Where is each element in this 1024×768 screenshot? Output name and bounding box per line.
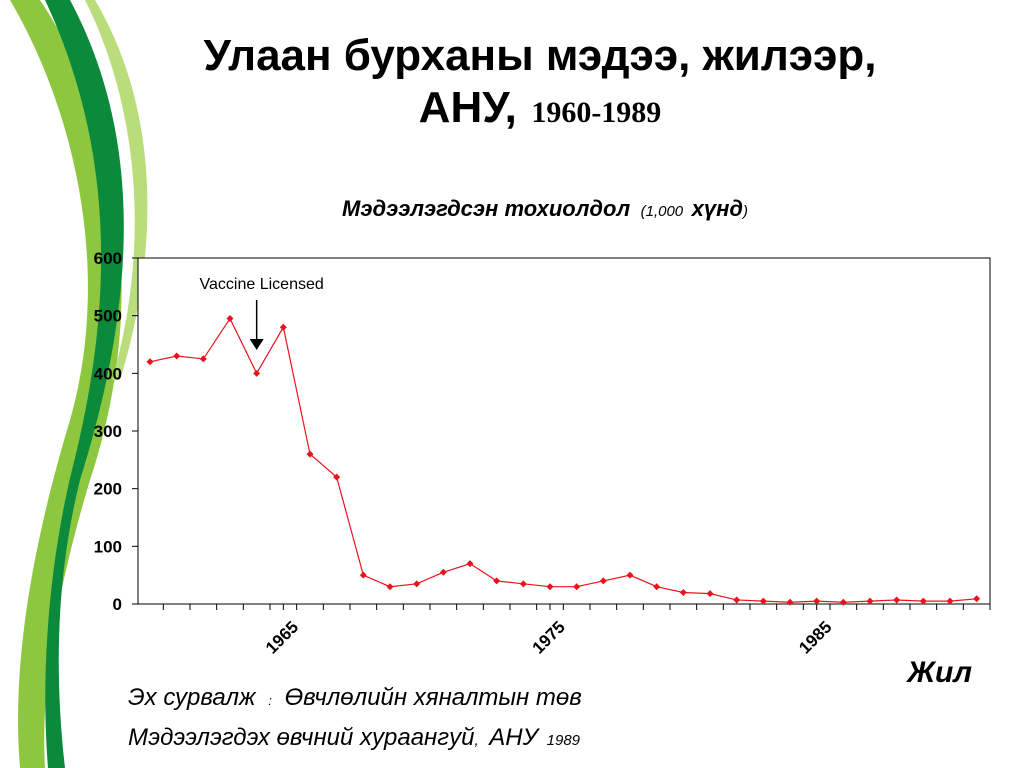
data-point [866, 597, 874, 605]
data-point [973, 595, 981, 603]
source: Эх сурвалж : Өвчлөлийн хяналтын төв [128, 684, 582, 711]
title: АНУ, 1960-1989 [419, 83, 662, 132]
data-point [519, 580, 527, 588]
y-tick-label: 600 [94, 249, 122, 268]
data-point [679, 588, 687, 596]
data-point [173, 352, 181, 360]
data-point [599, 577, 607, 585]
x-tick-label: 1985 [795, 617, 835, 657]
data-point [893, 596, 901, 604]
data-point [466, 560, 474, 568]
source-text: : [268, 693, 272, 708]
y-label-unit: (1,000 [641, 203, 684, 220]
data-point [199, 355, 207, 363]
series-line [149, 317, 977, 603]
title-line: Улаан бурханы мэдээ, жилээр, [204, 31, 877, 80]
data-point [493, 577, 501, 585]
y-tick-label: 400 [94, 364, 122, 383]
y-label-unit: ) [741, 203, 748, 220]
y-label: Мэдээлэгдсэн тохиолдол (1,000 хүнд) [342, 196, 748, 221]
decor-dark [45, 0, 124, 768]
data-point [279, 323, 287, 331]
source-text: 1989 [547, 732, 581, 749]
data-point [359, 571, 367, 579]
data-point [439, 568, 447, 576]
source-text: АНУ [487, 724, 540, 751]
x-label: Жил [905, 656, 972, 689]
title-line: АНУ, [419, 83, 517, 132]
data-point [386, 583, 394, 591]
source: Мэдээлэгдэх өвчний хураангуй, АНУ 1989 [128, 724, 581, 751]
x-tick-label: 1975 [529, 617, 569, 657]
y-tick-label: 0 [113, 595, 122, 614]
y-tick-label: 300 [94, 422, 122, 441]
x-tick-label: 1965 [262, 617, 302, 657]
annotation-arrowhead [249, 339, 264, 350]
source-text: Өвчлөлийн хяналтын төв [285, 684, 582, 711]
title: Улаан бурханы мэдээ, жилээр, [204, 31, 877, 80]
data-point [706, 590, 714, 598]
y-tick-label: 100 [94, 537, 122, 556]
data-point [226, 315, 234, 323]
data-point [919, 597, 927, 605]
data-point [546, 583, 554, 591]
data-point [733, 596, 741, 604]
y-label-text: хүнд [691, 196, 743, 221]
data-point [813, 597, 821, 605]
data-point [946, 597, 954, 605]
plot-frame [137, 257, 991, 605]
y-tick-label: 500 [94, 307, 122, 326]
data-point [306, 450, 314, 458]
source-text: Эх сурвалж [128, 684, 257, 711]
annotation: Vaccine Licensed [200, 276, 324, 293]
data-point [253, 369, 261, 377]
title-years: 1960-1989 [531, 96, 661, 129]
data-point [786, 598, 794, 606]
data-point [839, 598, 847, 606]
y-tick-label: 200 [94, 480, 122, 499]
data-point [333, 473, 341, 481]
decor-thin [85, 0, 148, 380]
data-point [413, 580, 421, 588]
data-point [653, 583, 661, 591]
y-label-text: Мэдээлэгдсэн тохиолдол [342, 196, 630, 221]
data-point [759, 597, 767, 605]
decor-light [10, 0, 122, 768]
data-point [626, 571, 634, 579]
source-text: , [474, 732, 478, 749]
data-point [146, 358, 154, 366]
source-text: Мэдээлэгдэх өвчний хураангуй [128, 724, 474, 751]
data-point [573, 583, 581, 591]
